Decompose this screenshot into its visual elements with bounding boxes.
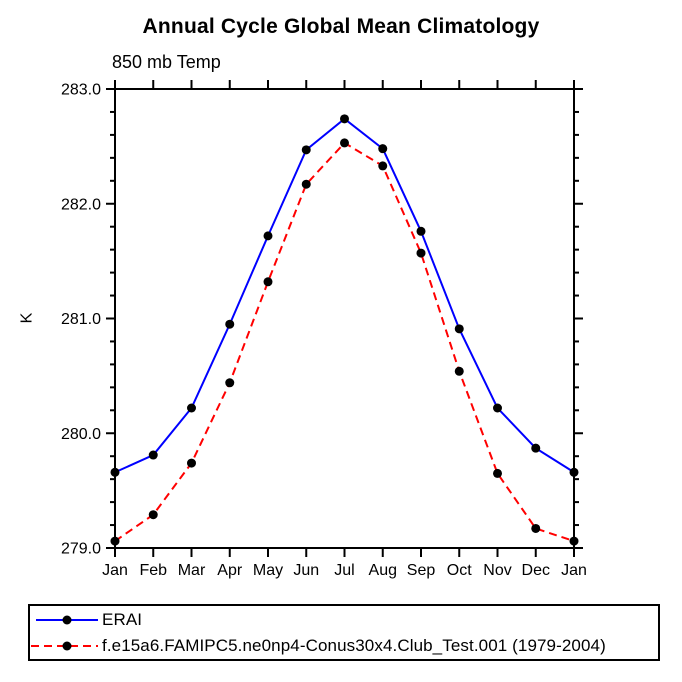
legend-label-model: f.e15a6.FAMIPC5.ne0np4-Conus30x4.Club_Te… [102, 635, 606, 655]
x-tick-label: Dec [522, 562, 550, 579]
data-point-marker [416, 248, 426, 258]
legend-label-erai: ERAI [102, 609, 143, 629]
data-point-marker [148, 510, 158, 520]
data-point-marker [301, 179, 311, 189]
erai-line-swatch [36, 615, 98, 624]
y-tick-label: 282.0 [61, 196, 101, 213]
data-point-marker [569, 467, 579, 477]
data-point-marker [187, 458, 196, 468]
data-point-marker [531, 523, 541, 533]
x-tick-label: Nov [483, 562, 511, 579]
model-line-swatch [31, 641, 98, 650]
x-tick-label: Sep [407, 562, 436, 579]
data-point-marker [263, 277, 273, 287]
data-point-marker [340, 138, 349, 148]
data-point-marker [340, 114, 349, 124]
data-point-marker [148, 450, 158, 460]
data-point-marker [225, 319, 235, 329]
data-point-marker [493, 468, 502, 478]
y-tick-label: 283.0 [61, 82, 101, 99]
plot-area: Jan Feb Mar Apr May Jun Jul Aug Sep Oct Nov Dec Jan2… [61, 80, 587, 579]
y-tick-label: 281.0 [61, 311, 101, 328]
data-point-marker [531, 443, 541, 453]
data-point-marker [378, 161, 388, 171]
x-tick-label: Feb [139, 562, 167, 579]
chart-subtitle: 850 mb Temp [112, 52, 221, 72]
y-tick-label: 280.0 [61, 426, 101, 443]
x-tick-label: Aug [369, 562, 397, 579]
data-point-marker [493, 403, 502, 413]
data-point-marker [569, 536, 579, 546]
plot-frame [114, 88, 575, 549]
data-point-marker [263, 231, 273, 241]
data-point-marker [225, 378, 235, 388]
data-point-marker [187, 403, 196, 413]
data-point-marker [454, 324, 464, 334]
x-tick-label: Apr [217, 562, 243, 579]
x-tick-label: Jul [334, 562, 354, 579]
erai-line [114, 117, 575, 474]
y-tick-label: 279.0 [61, 541, 101, 558]
x-tick-label: Oct [447, 562, 472, 579]
x-tick-label: Jan [102, 562, 128, 579]
legend-box: ERAI f.e15a6.FAMIPC5.ne0np4-Conus30x4.Cl… [28, 604, 660, 661]
data-point-marker [454, 366, 464, 376]
x-tick-label: May [253, 562, 283, 579]
data-point-marker [301, 145, 311, 155]
x-tick-label: Jan [561, 562, 587, 579]
data-point-marker [110, 536, 120, 546]
legend-marker [62, 615, 72, 624]
data-point-marker [416, 226, 426, 236]
legend-marker [62, 641, 72, 650]
legend-item-model: f.e15a6.FAMIPC5.ne0np4-Conus30x4.Club_Te… [30, 633, 658, 659]
legend-item-erai: ERAI [30, 607, 658, 633]
data-point-marker [378, 144, 388, 154]
data-point-marker [110, 467, 120, 477]
x-tick-label: Jun [293, 562, 319, 579]
x-tick-label: Mar [178, 562, 206, 579]
chart-title: Annual Cycle Global Mean Climatology [142, 15, 540, 38]
model-line [114, 141, 575, 543]
